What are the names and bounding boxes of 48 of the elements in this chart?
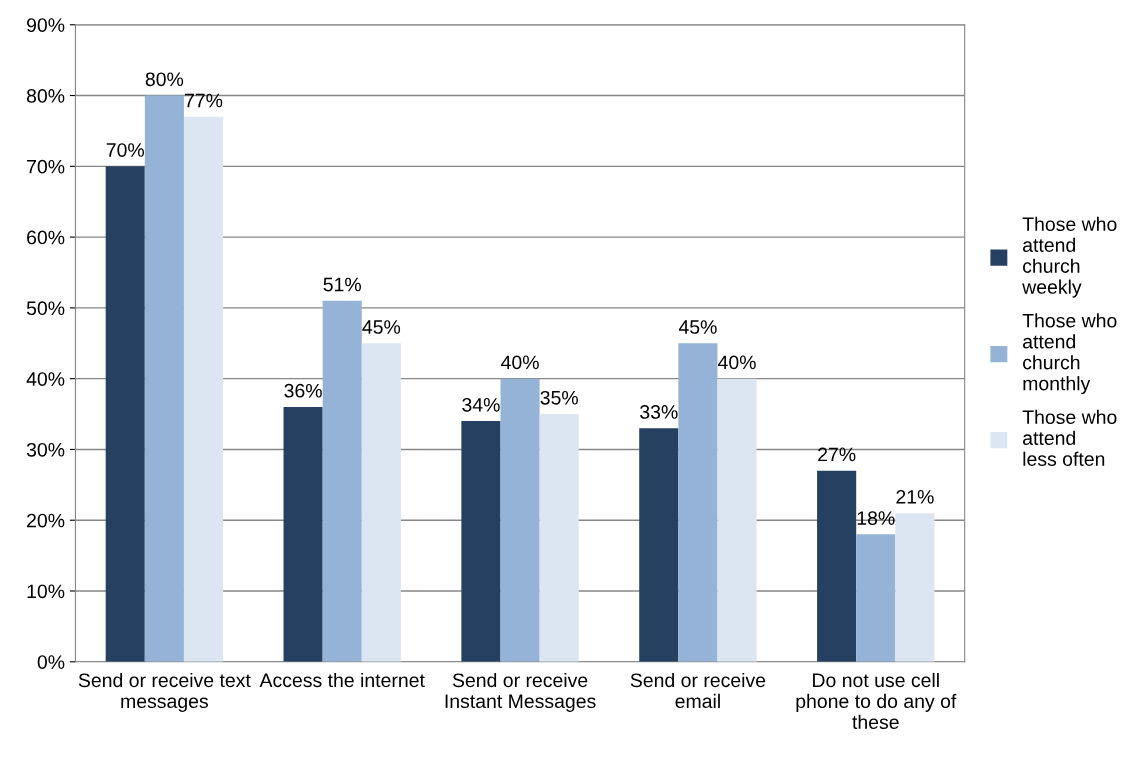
- legend-label: Those who attend church monthly: [1022, 313, 1117, 395]
- bar: [322, 300, 362, 662]
- data-label: 40%: [718, 355, 756, 370]
- y-tick-label: 90%: [27, 18, 65, 32]
- bar: [105, 166, 145, 662]
- y-tick-label: 70%: [27, 159, 65, 174]
- data-label: 80%: [145, 72, 184, 87]
- y-tick-label: 80%: [26, 89, 65, 103]
- data-label: 40%: [501, 355, 539, 370]
- y-tick-label: 60%: [27, 230, 65, 245]
- bar: [895, 513, 935, 662]
- y-tick-label: 50%: [26, 301, 65, 316]
- y-tick-label: 30%: [26, 442, 65, 457]
- x-tick-label: Do not use cell phone to do any of these: [796, 672, 957, 730]
- bar: [539, 414, 579, 662]
- bar: [639, 428, 679, 662]
- y-tick-label: 10%: [27, 584, 65, 599]
- legend-label: Those who attend church weekly: [1022, 216, 1117, 298]
- data-label: 34%: [462, 397, 500, 412]
- x-tick-label: Access the internet: [259, 672, 425, 688]
- data-label: 45%: [678, 320, 717, 334]
- y-tick-label: 40%: [26, 372, 65, 386]
- bar: [817, 470, 857, 662]
- y-tick-label: 20%: [27, 513, 65, 528]
- data-label: 27%: [818, 447, 856, 462]
- y-tick-label: 0%: [37, 655, 65, 670]
- bar: [678, 343, 718, 662]
- data-label: 45%: [362, 320, 401, 334]
- data-label: 18%: [857, 511, 895, 525]
- bar: [461, 421, 501, 662]
- data-label: 35%: [540, 390, 578, 405]
- data-label: 36%: [284, 383, 322, 398]
- data-label: 77%: [185, 93, 223, 108]
- x-tick-label: Send or receive text messages: [78, 672, 251, 712]
- bar: [500, 378, 540, 662]
- data-label: 21%: [896, 489, 934, 504]
- bar: [856, 534, 896, 662]
- bar: [717, 378, 757, 662]
- legend-label: Those who attend less often: [1022, 409, 1117, 466]
- bar: [144, 95, 184, 662]
- x-tick-label: Send or receive email: [630, 672, 766, 709]
- bar: [183, 116, 224, 662]
- bar: [361, 343, 401, 662]
- data-label: 51%: [323, 277, 361, 292]
- x-tick-label: Send or receive Instant Messages: [445, 672, 596, 712]
- bar: [283, 406, 323, 662]
- data-label: 70%: [106, 143, 144, 157]
- data-label: 33%: [640, 405, 678, 419]
